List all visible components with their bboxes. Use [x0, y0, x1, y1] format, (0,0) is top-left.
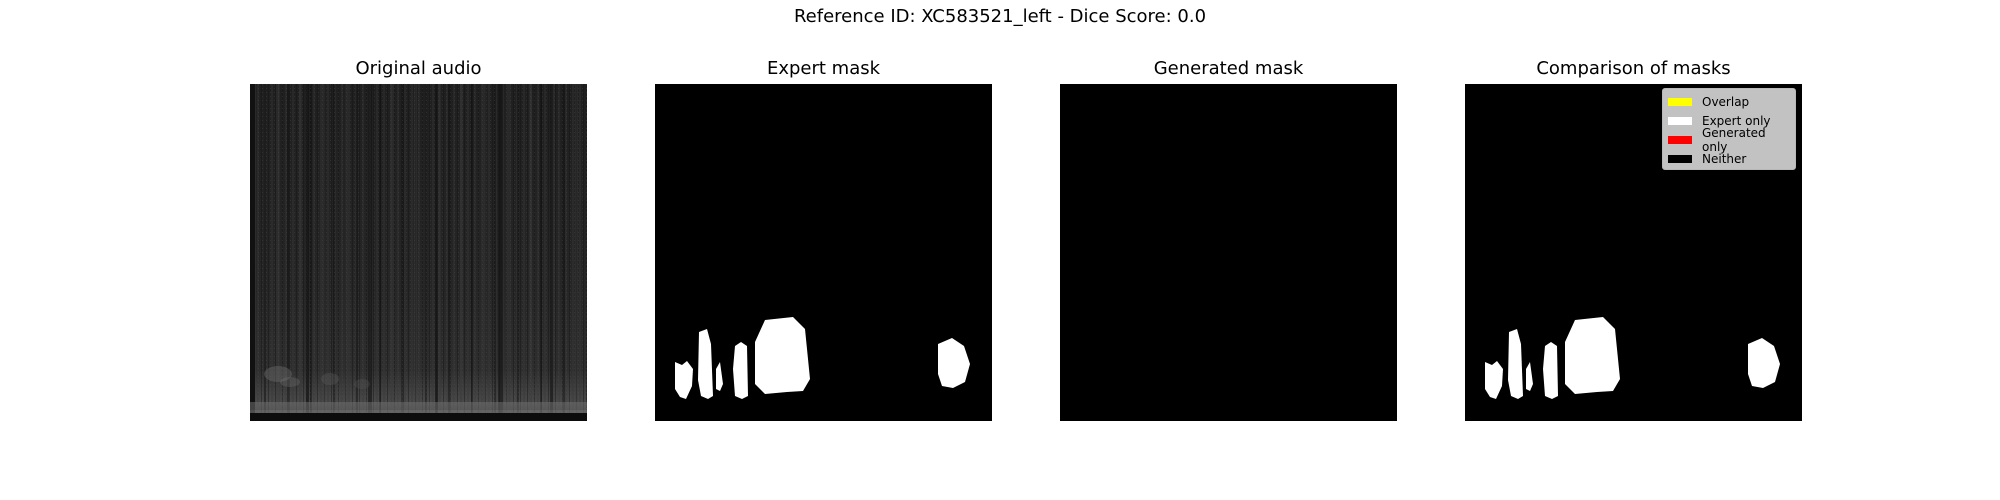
legend-label-neither: Neither — [1702, 151, 1747, 166]
panel-title-generated-mask: Generated mask — [1153, 58, 1304, 79]
legend-swatch-expert-only — [1668, 116, 1692, 125]
legend-swatch-overlap — [1668, 97, 1692, 106]
legend-item-overlap: Overlap — [1668, 92, 1790, 111]
spectrogram-image — [250, 84, 587, 421]
figure-title: Reference ID: XC583521_left - Dice Score… — [793, 6, 1207, 27]
panel-title-expert-mask: Expert mask — [766, 58, 881, 79]
legend-label-expert-only: Expert only — [1702, 113, 1771, 128]
legend-item-expert-only: Expert only — [1668, 111, 1790, 130]
legend-item-generated-only: Generated only — [1668, 126, 1790, 154]
legend-label-overlap: Overlap — [1702, 94, 1750, 109]
panel-title-original-audio: Original audio — [355, 58, 482, 79]
legend-swatch-neither — [1668, 154, 1692, 163]
legend-swatch-generated-only — [1668, 135, 1692, 144]
generated-mask-image — [1060, 84, 1397, 421]
comparison-legend: Overlap Expert only Generated only Neith… — [1662, 88, 1796, 170]
expert-mask-image — [655, 84, 992, 421]
legend-label-generated-only: Generated only — [1702, 125, 1766, 154]
panel-title-comparison: Comparison of masks — [1536, 58, 1731, 79]
legend-item-neither: Neither — [1668, 149, 1790, 168]
